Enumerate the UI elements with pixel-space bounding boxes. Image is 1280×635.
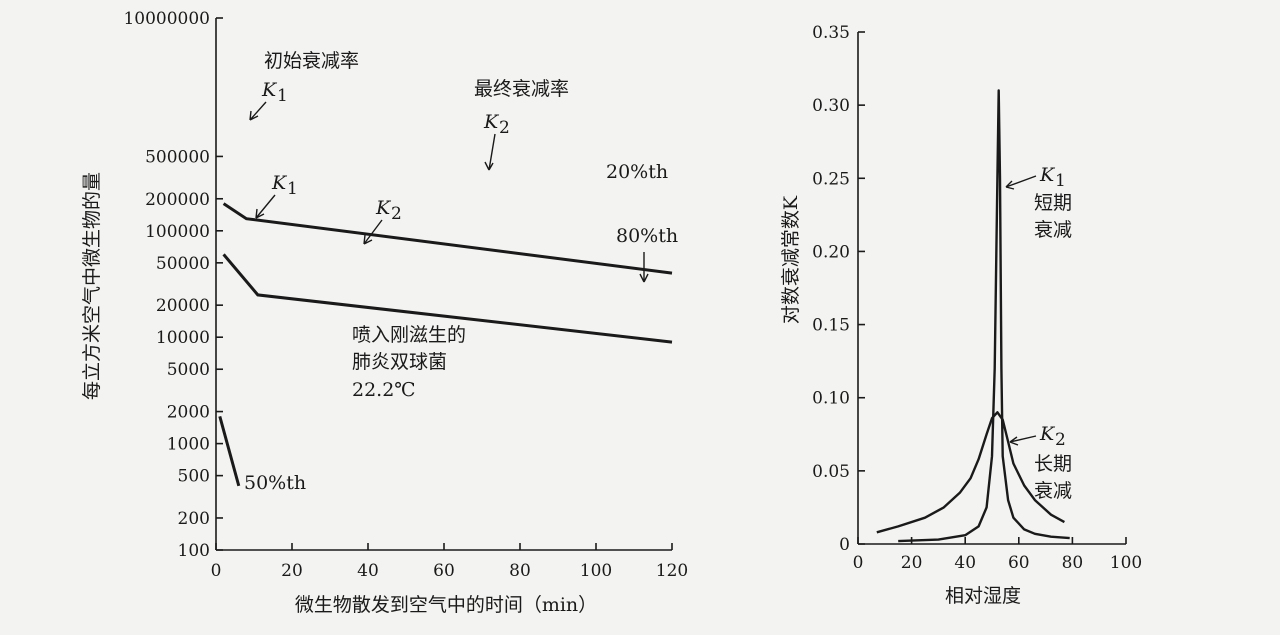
- k2-lower-label: K: [375, 197, 392, 219]
- k1-right-subscript: 1: [1055, 171, 1066, 191]
- left-y-axis-label: 每立方米空气中微生物的量: [81, 172, 103, 400]
- left-x-tick-label: 80: [509, 561, 531, 581]
- k1-lower-subscript: 1: [287, 179, 298, 199]
- right-y-axis-label: 对数衰减常数K: [780, 195, 802, 324]
- left-y-tick-label: 200000: [145, 190, 210, 210]
- condition-line-2: 肺炎双球菌: [352, 351, 447, 373]
- right-x-tick-label: 20: [901, 553, 923, 573]
- k2-upper-subscript: 2: [499, 118, 510, 138]
- k2-right-subscript: 2: [1055, 430, 1066, 450]
- left-y-tick-label: 500000: [145, 147, 210, 167]
- k2-right-text-1: 长期: [1034, 453, 1072, 475]
- right-x-tick-label: 100: [1110, 553, 1142, 573]
- left-x-tick-label: 120: [656, 561, 688, 581]
- left-y-tick-label: 100: [178, 541, 210, 561]
- series-80-arrow: [639, 252, 649, 283]
- k1-right-annotation: K 1 短期 衰减: [1005, 164, 1072, 241]
- left-x-axis-label: 微生物散发到空气中的时间（min）: [295, 594, 597, 616]
- k1-right-arrow: [1005, 175, 1037, 190]
- k1-right-label: K: [1039, 164, 1056, 186]
- left-y-tick-label: 1000: [167, 435, 210, 455]
- k1-lower-arrow: [255, 194, 276, 219]
- left-x-tick-label: 20: [281, 561, 303, 581]
- k1-upper-arrow: [249, 101, 267, 121]
- left-y-tick-label: 20000: [156, 296, 210, 316]
- left-series-line-1: [222, 253, 673, 344]
- left-series-line-2: [218, 416, 241, 487]
- right-x-axis-label: 相对湿度: [945, 585, 1021, 607]
- k2-lower-annotation: K 2: [363, 197, 402, 245]
- decay-time-chart: 1000000050000020000010000050000200001000…: [81, 9, 688, 616]
- series-label-80: 80%th: [616, 225, 678, 247]
- right-y-ticks: 0 0.05 0.10 0.15 0.20 0.25 0.30 0.35: [812, 23, 865, 555]
- left-x-tick-label: 100: [580, 561, 612, 581]
- k1-upper-subscript: 1: [277, 86, 288, 106]
- k1-upper-label: K: [261, 79, 278, 101]
- left-series: [218, 202, 673, 487]
- k1-upper-annotation: K 1: [249, 79, 288, 121]
- k2-upper-label: K: [483, 111, 500, 133]
- right-x-tick-label: 60: [1008, 553, 1030, 573]
- right-y-tick-label: 0.10: [812, 389, 850, 409]
- right-x-tick-label: 80: [1062, 553, 1084, 573]
- right-y-tick-label: 0.20: [812, 242, 850, 262]
- decay-humidity-chart: 0 0.05 0.10 0.15 0.20 0.25 0.30 0.35 0 20 40 60 80 1…: [780, 23, 1142, 607]
- k2-right-arrow: [1009, 435, 1037, 446]
- series-label-20: 20%th: [606, 161, 668, 183]
- left-series-line-0: [222, 202, 673, 275]
- right-y-tick-label: 0.30: [812, 96, 850, 116]
- right-x-tick-label: 40: [954, 553, 976, 573]
- k2-lower-subscript: 2: [391, 204, 402, 224]
- left-y-tick-label: 2000: [167, 403, 210, 423]
- right-y-tick-label: 0.25: [812, 169, 850, 189]
- k1-right-text-2: 衰减: [1034, 219, 1072, 241]
- left-y-tick-label: 500: [178, 467, 210, 487]
- k2-right-label: K: [1039, 423, 1056, 445]
- k1-lower-label: K: [271, 172, 288, 194]
- condition-line-1: 喷入刚滋生的: [352, 324, 466, 346]
- left-y-tick-label: 50000: [156, 254, 210, 274]
- right-x-ticks: 0 20 40 60 80 100: [853, 537, 1142, 573]
- k2-right-annotation: K 2 长期 衰减: [1009, 423, 1072, 502]
- left-y-tick-label: 100000: [145, 222, 210, 242]
- series-label-50: 50%th: [244, 472, 306, 494]
- k2-upper-arrow: [484, 133, 496, 171]
- left-y-tick-label: 200: [178, 509, 210, 529]
- k2-lower-arrow: [363, 219, 383, 245]
- initial-rate-label: 初始衰减率: [264, 50, 359, 72]
- right-y-tick-label: 0.15: [812, 316, 850, 336]
- right-series-curve-1: [876, 411, 1065, 534]
- left-x-ticks: 0 20 40 60 80 100 120: [211, 543, 688, 581]
- left-y-tick-label: 10000000: [123, 9, 210, 29]
- right-y-tick-label: 0: [839, 535, 850, 555]
- right-y-tick-label: 0.05: [812, 462, 850, 482]
- left-y-ticks: 10000000 500000 200000 100000 50000 20000 1000…: [123, 9, 223, 561]
- right-y-tick-label: 0.35: [812, 23, 850, 43]
- left-y-tick-label: 10000: [156, 328, 210, 348]
- right-series-curve-0: [898, 89, 1070, 543]
- k2-upper-annotation: K 2: [483, 111, 510, 171]
- right-series: [876, 89, 1070, 543]
- right-axes: [857, 32, 1126, 545]
- left-x-tick-label: 40: [357, 561, 379, 581]
- right-x-tick-label: 0: [853, 553, 864, 573]
- k1-lower-annotation: K 1: [255, 172, 298, 219]
- k2-right-text-2: 衰减: [1034, 480, 1072, 502]
- final-rate-label: 最终衰减率: [474, 78, 569, 100]
- condition-line-3: 22.2℃: [352, 379, 416, 401]
- k1-right-text-1: 短期: [1034, 192, 1072, 214]
- left-y-tick-label: 5000: [167, 360, 210, 380]
- left-x-tick-label: 60: [433, 561, 455, 581]
- left-x-tick-label: 0: [211, 561, 222, 581]
